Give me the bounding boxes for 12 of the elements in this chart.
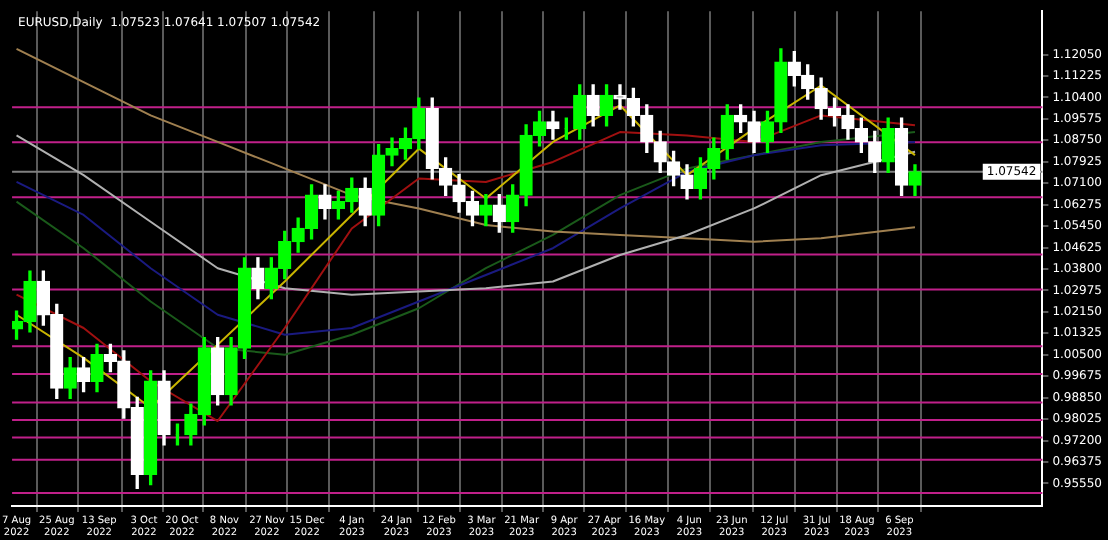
- candlestick: [318, 184, 332, 220]
- candlestick: [747, 110, 761, 153]
- candlestick: [546, 110, 560, 140]
- candlestick: [774, 48, 788, 133]
- candlestick: [251, 257, 265, 300]
- candlestick: [479, 194, 493, 227]
- candlestick: [157, 370, 171, 446]
- candlestick: [680, 164, 694, 200]
- candlestick: [90, 343, 104, 393]
- candlestick: [224, 336, 238, 406]
- candlestick: [586, 84, 600, 127]
- candlestick: [908, 164, 922, 197]
